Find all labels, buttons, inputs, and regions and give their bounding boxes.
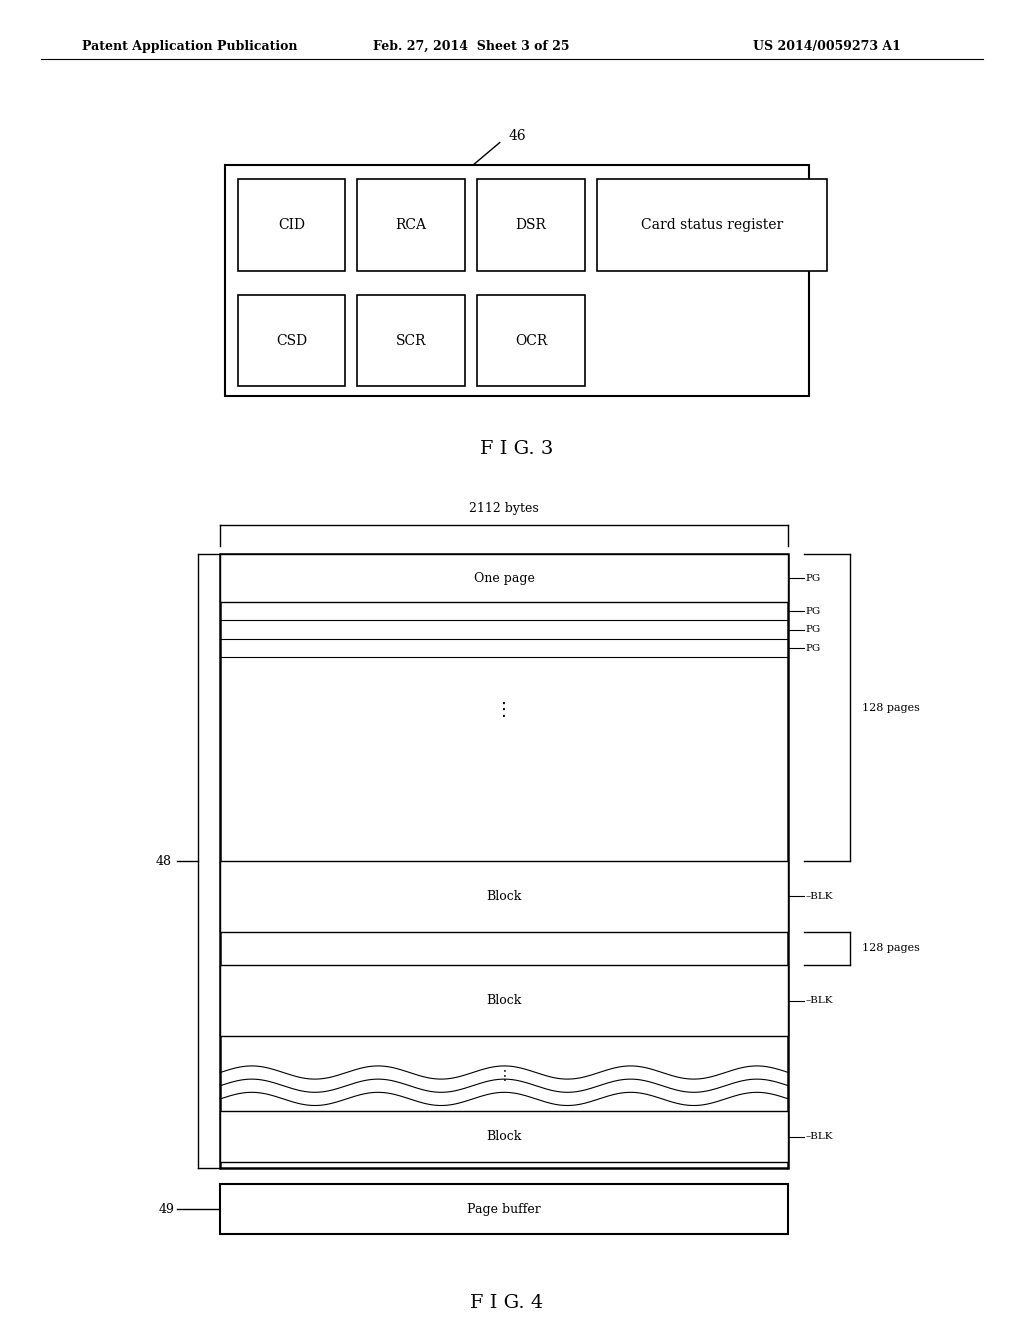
FancyBboxPatch shape: [238, 294, 345, 387]
FancyBboxPatch shape: [477, 294, 585, 387]
Text: PG: PG: [806, 626, 821, 634]
FancyBboxPatch shape: [220, 1111, 788, 1162]
Text: RCA: RCA: [395, 218, 427, 232]
Text: F I G. 4: F I G. 4: [470, 1294, 544, 1312]
Text: –BLK: –BLK: [806, 997, 834, 1005]
Text: 2112 bytes: 2112 bytes: [469, 502, 540, 515]
Text: –BLK: –BLK: [806, 1133, 834, 1140]
Text: Block: Block: [486, 1130, 522, 1143]
Text: ⋮: ⋮: [496, 701, 513, 719]
Text: One page: One page: [474, 572, 535, 585]
Text: DSR: DSR: [515, 218, 547, 232]
Text: Page buffer: Page buffer: [467, 1203, 542, 1216]
Text: 128 pages: 128 pages: [862, 944, 921, 953]
FancyBboxPatch shape: [477, 180, 585, 271]
Text: –BLK: –BLK: [806, 892, 834, 900]
Text: Feb. 27, 2014  Sheet 3 of 25: Feb. 27, 2014 Sheet 3 of 25: [373, 40, 569, 53]
Text: Card status register: Card status register: [641, 218, 783, 232]
FancyBboxPatch shape: [220, 554, 788, 602]
Text: 49: 49: [158, 1203, 174, 1216]
FancyBboxPatch shape: [220, 965, 788, 1036]
Text: F I G. 3: F I G. 3: [480, 440, 554, 458]
Text: US 2014/0059273 A1: US 2014/0059273 A1: [754, 40, 901, 53]
Text: Block: Block: [486, 890, 522, 903]
Text: PG: PG: [806, 644, 821, 652]
Text: CSD: CSD: [275, 334, 307, 347]
Text: SCR: SCR: [396, 334, 426, 347]
Text: Patent Application Publication: Patent Application Publication: [82, 40, 297, 53]
FancyBboxPatch shape: [225, 165, 809, 396]
Text: ⋮: ⋮: [498, 1069, 511, 1082]
FancyBboxPatch shape: [597, 180, 827, 271]
FancyBboxPatch shape: [357, 180, 465, 271]
Text: Block: Block: [486, 994, 522, 1007]
FancyBboxPatch shape: [220, 554, 788, 1168]
FancyBboxPatch shape: [220, 1184, 788, 1234]
Text: PG: PG: [806, 607, 821, 615]
Text: 46: 46: [508, 128, 526, 143]
Text: 48: 48: [156, 855, 172, 867]
Text: 128 pages: 128 pages: [862, 702, 921, 713]
FancyBboxPatch shape: [357, 294, 465, 387]
Text: CID: CID: [278, 218, 305, 232]
FancyBboxPatch shape: [238, 180, 345, 271]
FancyBboxPatch shape: [220, 861, 788, 932]
Text: OCR: OCR: [515, 334, 547, 347]
Text: PG: PG: [806, 574, 821, 582]
